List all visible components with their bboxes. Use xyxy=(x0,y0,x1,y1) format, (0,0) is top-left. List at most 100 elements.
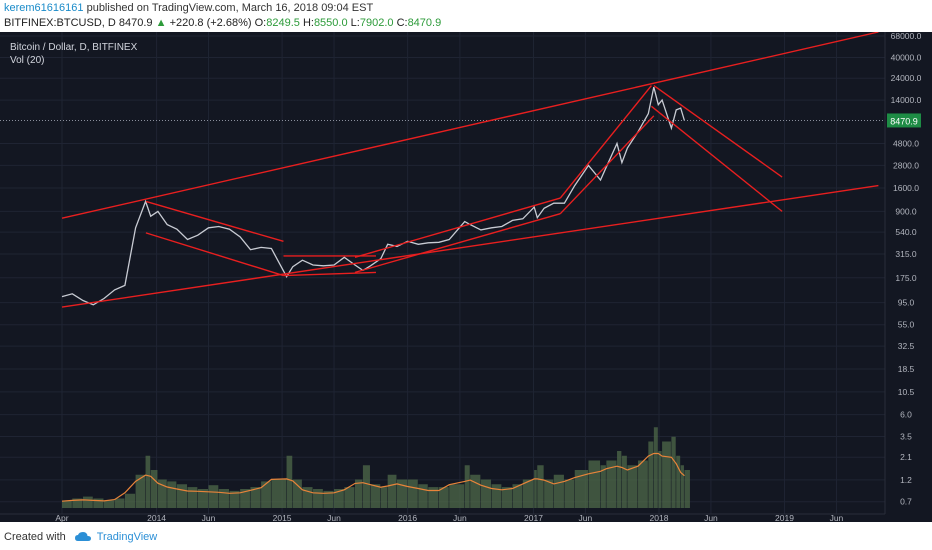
time-axis-tick-label: Apr xyxy=(55,513,68,522)
price-series-line xyxy=(61,86,686,306)
trendline xyxy=(145,200,284,243)
time-axis-tick-label: 2019 xyxy=(775,513,794,522)
close-value: 8470.9 xyxy=(407,17,442,29)
high-value: 8550.0 xyxy=(313,17,348,29)
price-axis-tick-label: 0.7 xyxy=(900,497,912,507)
volume-bar xyxy=(662,441,671,508)
volume-bar xyxy=(114,498,125,508)
volume-bar xyxy=(229,490,240,508)
volume-bar xyxy=(438,487,449,508)
time-axis-tick-label: Jun xyxy=(830,513,844,522)
volume-bar xyxy=(564,479,575,508)
created-with-text: Created with xyxy=(4,531,66,543)
volume-bar xyxy=(606,460,617,508)
volume-bar xyxy=(470,474,481,508)
price-axis-tick-label: 32.5 xyxy=(898,341,915,351)
volume-bar xyxy=(621,455,627,508)
price-axis-tick-label: 4800.0 xyxy=(893,138,919,148)
volume-bar xyxy=(362,465,370,508)
volume-bar xyxy=(344,487,355,508)
price-axis-tick-label: 55.0 xyxy=(898,320,915,330)
last-price-marker xyxy=(887,113,921,128)
volume-bar xyxy=(464,465,470,508)
volume-bar xyxy=(387,474,397,508)
time-axis-tick-label: Jun xyxy=(327,513,341,522)
publish-info: kerem61616161 published on TradingView.c… xyxy=(4,2,373,14)
tradingview-cloud-icon xyxy=(74,532,91,542)
volume-bar xyxy=(370,484,381,508)
trendline xyxy=(354,197,561,258)
volume-bar xyxy=(553,474,564,508)
time-axis-tick-label: Jun xyxy=(453,513,467,522)
price-axis-tick-label: 10.5 xyxy=(898,387,915,397)
time-axis-tick-label: 2018 xyxy=(650,513,669,522)
volume-bar xyxy=(380,487,388,508)
open-label: O: xyxy=(254,17,267,29)
volume-bar xyxy=(176,484,188,508)
volume-bar xyxy=(588,460,601,508)
volume-bar xyxy=(480,479,492,508)
volume-bar xyxy=(208,485,219,508)
time-axis-tick-label: 2014 xyxy=(147,513,166,522)
close-label: C: xyxy=(396,17,408,29)
chart-pane[interactable]: 8470.9 68000.0 40000.0 24000.0 14000.0 4800.0… xyxy=(0,31,932,523)
open-value: 8249.5 xyxy=(266,17,300,29)
price-axis-tick-label: 6.0 xyxy=(900,410,912,420)
volume-bar xyxy=(292,479,302,508)
volume-bar xyxy=(407,479,418,508)
price-axis-tick-label: 18.5 xyxy=(898,364,915,374)
trendline xyxy=(559,115,655,215)
price-chart-svg[interactable]: 8470.9 68000.0 40000.0 24000.0 14000.0 4800.0… xyxy=(0,31,932,523)
volume-bar xyxy=(537,465,544,508)
username-link[interactable]: kerem61616161 xyxy=(4,2,84,14)
volume-bar xyxy=(323,490,334,508)
price-axis-tick-label: 900.0 xyxy=(895,206,917,216)
volume-bar xyxy=(574,470,589,508)
volume-indicator-label[interactable]: Vol (20) xyxy=(10,55,45,66)
volume-bar xyxy=(240,489,250,508)
volume-bar xyxy=(157,479,167,508)
volume-bar xyxy=(600,465,606,508)
trendline xyxy=(61,31,879,219)
chart-background xyxy=(0,32,932,522)
volume-bar xyxy=(680,465,684,508)
price-axis-tick-label: 95.0 xyxy=(898,298,915,308)
volume-bar xyxy=(418,484,428,508)
time-axis-tick-label: Jun xyxy=(704,513,718,522)
price-axis-tick-label: 1.2 xyxy=(900,475,912,485)
price-axis-tick-label: 2800.0 xyxy=(893,160,919,170)
time-axis-tick-label: 2017 xyxy=(524,513,543,522)
volume-bar xyxy=(218,489,229,508)
volume-bar xyxy=(250,487,261,508)
volume-bar xyxy=(428,487,439,508)
tradingview-link[interactable]: TradingView xyxy=(96,531,158,543)
volume-bar xyxy=(62,500,72,508)
price-axis-tick-label: 1600.0 xyxy=(893,183,919,193)
low-label: L: xyxy=(350,17,360,29)
low-value: 7902.0 xyxy=(359,17,394,29)
volume-bar xyxy=(302,487,313,508)
volume-bar xyxy=(648,441,654,508)
volume-bar xyxy=(93,498,104,508)
volume-bar xyxy=(676,455,681,508)
volume-bar xyxy=(522,479,534,508)
trendline xyxy=(145,232,284,277)
volume-bar xyxy=(72,498,83,508)
price-change: +220.8 (+2.68%) xyxy=(169,17,252,29)
trendline xyxy=(653,85,783,178)
volume-bar xyxy=(617,451,622,508)
volume-bar xyxy=(627,465,638,508)
symbol-info-bar: BITFINEX:BTCUSD, D 8470.9 ▲ +220.8 (+2.6… xyxy=(4,17,441,29)
volume-bar xyxy=(103,500,115,508)
price-axis-tick-label: 315.0 xyxy=(895,249,917,259)
volume-bar xyxy=(124,493,136,508)
price-axis-tick-label: 2.1 xyxy=(900,452,912,462)
price-axis-tick-label: 24000.0 xyxy=(891,73,922,83)
volume-bar xyxy=(684,470,690,508)
volume-bar xyxy=(534,470,537,508)
volume-bar xyxy=(82,496,93,508)
trendline xyxy=(283,271,376,277)
volume-bar xyxy=(261,481,271,508)
time-axis-tick-label: 2016 xyxy=(398,513,417,522)
trendline xyxy=(354,213,561,274)
